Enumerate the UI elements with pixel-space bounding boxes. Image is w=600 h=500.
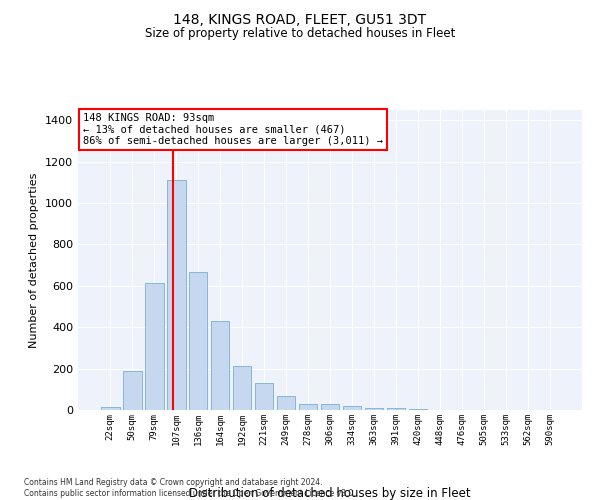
Bar <box>189 272 208 410</box>
Text: Contains HM Land Registry data © Crown copyright and database right 2024.
Contai: Contains HM Land Registry data © Crown c… <box>24 478 356 498</box>
Bar <box>409 409 427 410</box>
Text: 148, KINGS ROAD, FLEET, GU51 3DT: 148, KINGS ROAD, FLEET, GU51 3DT <box>173 12 427 26</box>
Bar <box>365 408 383 410</box>
Bar <box>277 396 295 410</box>
Bar <box>145 283 164 410</box>
Text: 148 KINGS ROAD: 93sqm
← 13% of detached houses are smaller (467)
86% of semi-det: 148 KINGS ROAD: 93sqm ← 13% of detached … <box>83 113 383 146</box>
Bar <box>255 383 274 410</box>
Bar <box>386 408 405 410</box>
Bar <box>123 370 142 410</box>
Bar <box>101 407 119 410</box>
Bar <box>299 404 317 410</box>
Bar <box>167 180 185 410</box>
X-axis label: Distribution of detached houses by size in Fleet: Distribution of detached houses by size … <box>189 486 471 500</box>
Y-axis label: Number of detached properties: Number of detached properties <box>29 172 40 348</box>
Bar <box>343 406 361 410</box>
Text: Size of property relative to detached houses in Fleet: Size of property relative to detached ho… <box>145 28 455 40</box>
Bar <box>320 404 340 410</box>
Bar <box>211 321 229 410</box>
Bar <box>233 366 251 410</box>
